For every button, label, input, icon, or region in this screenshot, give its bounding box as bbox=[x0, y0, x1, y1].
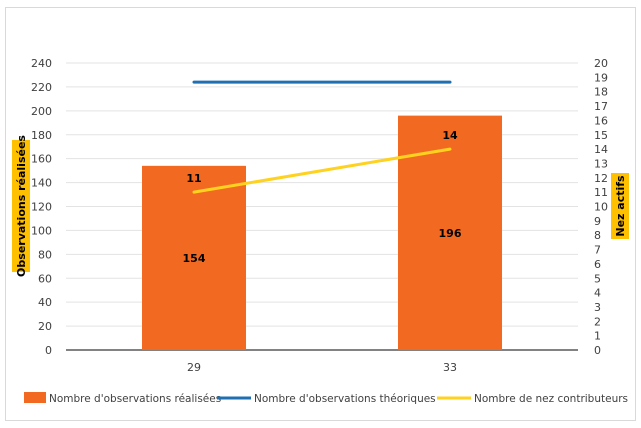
y2-tick-label: 12 bbox=[594, 172, 608, 185]
y2-axis-title: Nez actifs bbox=[614, 175, 627, 237]
y-tick-label: 20 bbox=[38, 320, 52, 333]
y2-tick-label: 4 bbox=[594, 287, 601, 300]
y2-tick-label: 13 bbox=[594, 157, 608, 170]
y2-tick-label: 5 bbox=[594, 272, 601, 285]
line-data-label: 11 bbox=[186, 172, 201, 185]
y2-tick-label: 17 bbox=[594, 100, 608, 113]
x-tick-label: 29 bbox=[187, 361, 201, 374]
legend-label: Nombre de nez contributeurs bbox=[474, 393, 628, 405]
series-line bbox=[192, 147, 452, 194]
legend-label: Nombre d'observations théoriques bbox=[254, 393, 436, 405]
y2-tick-label: 6 bbox=[594, 258, 601, 271]
y-tick-label: 240 bbox=[31, 57, 52, 70]
y-tick-label: 180 bbox=[31, 129, 52, 142]
y-tick-label: 220 bbox=[31, 81, 52, 94]
y2-tick-label: 8 bbox=[594, 229, 601, 242]
y-axis-title: Observations réalisées bbox=[15, 135, 28, 277]
y-tick-label: 0 bbox=[45, 344, 52, 357]
y-tick-label: 200 bbox=[31, 105, 52, 118]
y2-tick-label: 11 bbox=[594, 186, 608, 199]
y2-axis-title-bg bbox=[611, 173, 629, 239]
legend-label: Nombre d'observations réalisées bbox=[49, 393, 221, 405]
y2-tick-label: 10 bbox=[594, 201, 608, 214]
bar bbox=[142, 165, 246, 350]
y-tick-label: 140 bbox=[31, 177, 52, 190]
y2-tick-label: 18 bbox=[594, 86, 608, 99]
y2-tick-label: 19 bbox=[594, 71, 608, 84]
y2-tick-label: 20 bbox=[594, 57, 608, 70]
y2-tick-label: 0 bbox=[594, 344, 601, 357]
y2-tick-label: 9 bbox=[594, 215, 601, 228]
y-tick-label: 40 bbox=[38, 296, 52, 309]
legend-swatch bbox=[24, 392, 46, 403]
y2-tick-label: 7 bbox=[594, 244, 601, 257]
chart-frame bbox=[5, 7, 636, 421]
y2-tick-label: 14 bbox=[594, 143, 608, 156]
y-tick-label: 80 bbox=[38, 248, 52, 261]
line-data-label: 14 bbox=[442, 129, 458, 142]
x-tick-label: 33 bbox=[443, 361, 457, 374]
bar-data-label: 154 bbox=[183, 252, 206, 265]
y-tick-label: 60 bbox=[38, 272, 52, 285]
y2-tick-label: 1 bbox=[594, 330, 601, 343]
bar-data-label: 196 bbox=[439, 227, 462, 240]
y2-tick-label: 3 bbox=[594, 301, 601, 314]
y-tick-label: 120 bbox=[31, 201, 52, 214]
y2-tick-label: 2 bbox=[594, 315, 601, 328]
y-tick-label: 100 bbox=[31, 224, 52, 237]
y2-tick-label: 15 bbox=[594, 129, 608, 142]
y-axis-title-bg bbox=[12, 140, 30, 272]
y2-tick-label: 16 bbox=[594, 114, 608, 127]
y-tick-label: 160 bbox=[31, 153, 52, 166]
